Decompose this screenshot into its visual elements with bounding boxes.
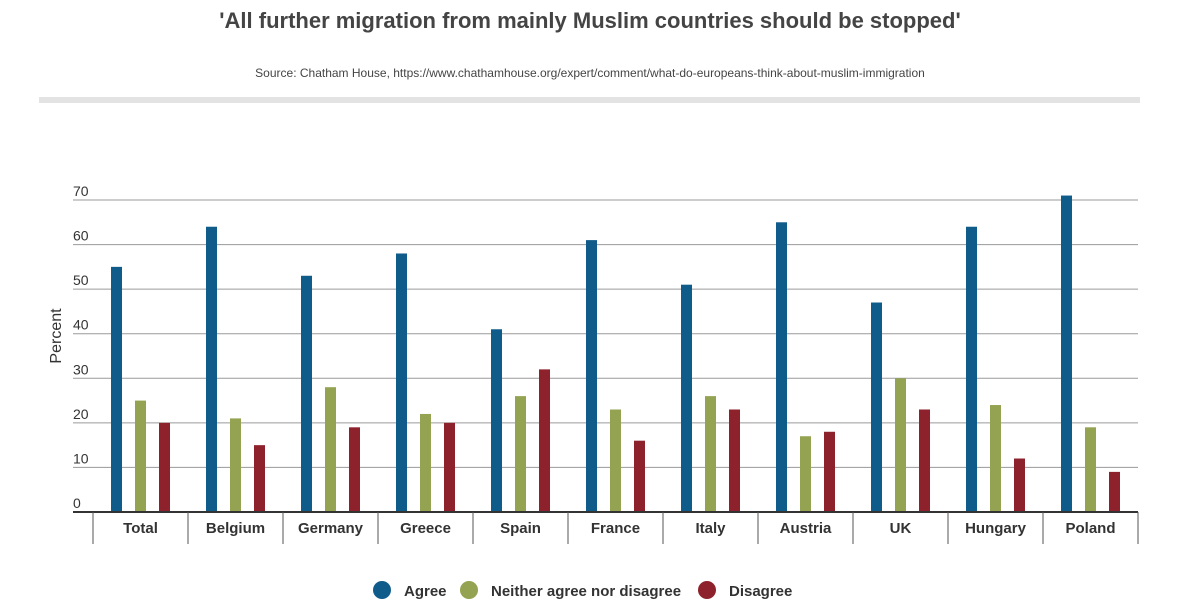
bar-agree-poland [1061, 195, 1072, 513]
legend-label: Agree [404, 583, 447, 600]
bar-disagree-italy [729, 409, 740, 512]
category-label: France [591, 520, 640, 537]
bar-neither-agree-nor-disagree-germany [325, 387, 336, 512]
bar-disagree-hungary [1014, 458, 1025, 512]
bar-disagree-uk [919, 409, 930, 512]
y-tick-label: 50 [73, 272, 89, 288]
category-label: Italy [695, 520, 726, 537]
legend-swatch [698, 581, 716, 599]
y-tick-label: 20 [73, 406, 89, 422]
bar-neither-agree-nor-disagree-austria [800, 436, 811, 512]
y-tick-label: 40 [73, 317, 89, 333]
bar-neither-agree-nor-disagree-poland [1085, 427, 1096, 512]
axes [73, 511, 1139, 544]
bar-agree-france [586, 240, 597, 512]
category-label: Poland [1065, 520, 1115, 537]
bar-neither-agree-nor-disagree-belgium [230, 418, 241, 512]
bar-neither-agree-nor-disagree-hungary [990, 405, 1001, 512]
y-tick-label: 0 [73, 495, 81, 511]
legend-item: Neither agree nor disagree [460, 581, 681, 600]
chart-title: 'All further migration from mainly Musli… [219, 8, 961, 33]
bar-agree-belgium [206, 226, 217, 512]
bar-disagree-austria [824, 431, 835, 512]
bar-disagree-spain [539, 369, 550, 512]
category-label: Belgium [206, 520, 265, 537]
bar-neither-agree-nor-disagree-total [135, 400, 146, 512]
bar-agree-total [111, 266, 122, 512]
category-label: Greece [400, 520, 451, 537]
bar-disagree-belgium [254, 445, 265, 512]
legend-item: Agree [373, 581, 447, 600]
bar-neither-agree-nor-disagree-spain [515, 396, 526, 512]
y-axis-title: Percent [48, 308, 65, 364]
legend-item: Disagree [698, 581, 792, 600]
y-tick-label: 70 [73, 183, 89, 199]
bar-disagree-germany [349, 427, 360, 512]
source-note: Source: Chatham House, https://www.chath… [255, 66, 925, 80]
category-label: Total [123, 520, 158, 537]
y-tick-label: 10 [73, 450, 89, 466]
bar-disagree-greece [444, 422, 455, 512]
category-label: Germany [298, 520, 364, 537]
legend-swatch [373, 581, 391, 599]
y-tick-labels: 0 10 20 30 40 50 60 70 [73, 183, 89, 511]
bar-agree-greece [396, 253, 407, 512]
legend-label: Disagree [729, 583, 792, 600]
legend-label: Neither agree nor disagree [491, 583, 681, 600]
bar-agree-austria [776, 222, 787, 513]
category-label: Spain [500, 520, 541, 537]
bar-agree-germany [301, 275, 312, 512]
bar-agree-spain [491, 329, 502, 512]
category-label: Austria [780, 520, 832, 537]
bar-agree-hungary [966, 226, 977, 512]
bars [111, 195, 1120, 513]
bar-neither-agree-nor-disagree-uk [895, 378, 906, 512]
bar-disagree-poland [1109, 471, 1120, 512]
bar-agree-italy [681, 284, 692, 512]
legend-swatch [460, 581, 478, 599]
bar-neither-agree-nor-disagree-france [610, 409, 621, 512]
bar-disagree-total [159, 422, 170, 512]
y-tick-label: 30 [73, 361, 89, 377]
category-labels: Total Belgium Germany Greece Spain France Ital… [123, 520, 1115, 537]
bar-agree-uk [871, 302, 882, 512]
gridlines [73, 199, 1138, 468]
y-tick-label: 60 [73, 228, 89, 244]
bar-neither-agree-nor-disagree-greece [420, 413, 431, 512]
category-label: Hungary [965, 520, 1027, 537]
header-divider [39, 97, 1140, 103]
category-label: UK [890, 520, 912, 537]
bar-neither-agree-nor-disagree-italy [705, 396, 716, 512]
bar-disagree-france [634, 440, 645, 512]
legend: Agree Neither agree nor disagree Disagree [373, 581, 792, 600]
